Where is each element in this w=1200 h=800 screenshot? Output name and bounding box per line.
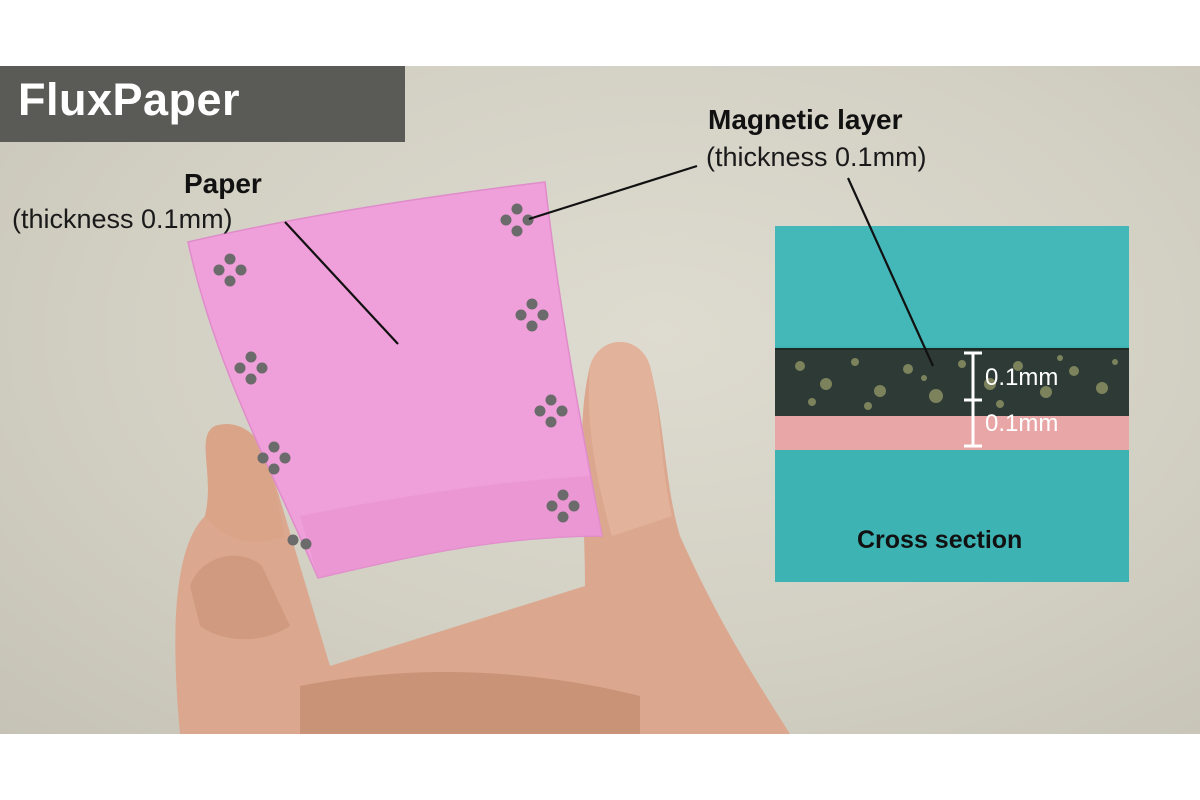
dot-cluster xyxy=(257,441,291,475)
dot-cluster xyxy=(515,298,549,332)
video-title: FluxPaper xyxy=(18,74,241,125)
paper-label: Paper xyxy=(184,168,262,199)
pink-paper xyxy=(187,181,603,579)
magnetic-layer-label: Magnetic layer xyxy=(708,104,903,135)
cross-section-leader-line xyxy=(846,177,935,367)
leader-lines xyxy=(284,164,935,367)
photo-frame: FluxPaper Paper (thickness 0.1mm) Magnet… xyxy=(0,66,1200,734)
dot-cluster xyxy=(500,203,534,237)
dot-cluster xyxy=(287,534,312,550)
photo-scene xyxy=(175,164,1129,734)
dot-cluster xyxy=(234,351,268,385)
paper-layer-measurement: 0.1mm xyxy=(985,410,1059,437)
dot-cluster xyxy=(534,394,568,428)
magnetic-dot-clusters xyxy=(213,203,580,550)
magnetic-thickness-label: (thickness 0.1mm) xyxy=(706,142,927,172)
cross-section-caption: Cross section xyxy=(857,526,1023,554)
paper-leader-line xyxy=(284,221,399,345)
paper-thickness-label: (thickness 0.1mm) xyxy=(12,204,233,234)
magnetic-particles xyxy=(795,355,1118,410)
hand xyxy=(175,342,790,734)
cross-section-micrograph xyxy=(775,226,1129,582)
magnetic-layer-measurement: 0.1mm xyxy=(985,364,1059,391)
dot-cluster xyxy=(213,253,247,287)
title-banner: FluxPaper xyxy=(0,66,405,142)
magnetic-leader-line xyxy=(528,164,698,221)
scale-brackets xyxy=(964,351,982,448)
dot-cluster xyxy=(546,489,580,523)
